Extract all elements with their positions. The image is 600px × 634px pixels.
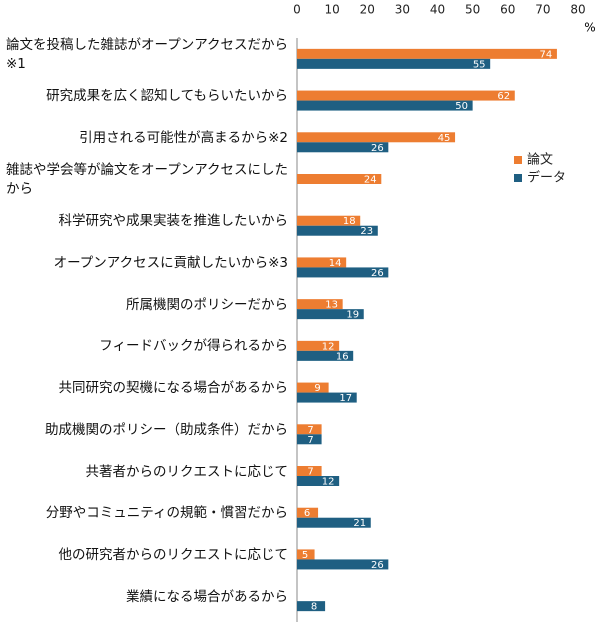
data-label: 17 [339,393,352,404]
data-label: 26 [371,143,384,154]
category-label: 共同研究の契機になる場合があるから [6,379,289,398]
category-label: 業績になる場合があるから [6,588,288,607]
bar [297,549,315,560]
data-label: 21 [353,518,366,529]
bar [297,90,515,101]
bar [297,559,389,570]
x-tick-label: 80 [570,3,585,17]
category-text: 引用される可能性が高まるから※2 [79,129,288,146]
category-label: オープンアクセスに貢献したいから※3 [6,254,288,273]
x-tick-label: 70 [535,3,550,17]
data-label: 62 [497,91,510,102]
data-label: 5 [302,550,308,561]
legend-swatch [514,156,522,164]
category-text: フィードバックが得られるから [99,338,288,355]
category-text: 研究成果を広く認知してもらいたいから [46,88,288,105]
data-label: 55 [473,59,486,70]
x-tick-label: 0 [293,3,301,17]
bar [297,601,326,612]
bar [297,299,343,310]
bar [297,382,329,393]
category-label: 引用される可能性が高まるから※2 [6,129,288,148]
data-label: 26 [371,560,384,571]
data-label: 12 [322,477,335,488]
bar [297,132,456,143]
x-unit: % [584,21,595,35]
data-label: 45 [438,133,451,144]
bar [297,142,389,153]
category-text: 他の研究者からのリクエストに応じて [58,546,289,563]
data-label: 19 [346,310,359,321]
category-label: 科学研究や成果実装を推進したいから [6,212,289,231]
category-text: 助成機関のポリシー（助成条件）だから [45,421,288,438]
data-label: 8 [311,602,317,613]
data-label: 50 [455,101,468,112]
x-tick-label: 40 [430,3,445,17]
bar [297,225,378,236]
data-label: 6 [304,508,310,519]
data-label: 12 [322,341,335,352]
bar [297,392,357,403]
bar [297,476,340,486]
bar [297,507,319,518]
bar [297,350,354,361]
bar [297,517,371,528]
category-label: 論文を投稿した雑誌がオープンアクセスだから※1 [6,36,288,74]
category-label: 所属機関のポリシーだから [6,296,288,315]
data-label: 14 [329,258,342,269]
bar [297,340,340,351]
bar [297,174,382,184]
category-text: 所属機関のポリシーだから [126,296,288,313]
data-label: 7 [307,467,313,478]
data-label: 9 [314,383,320,394]
x-tick-label: 20 [360,3,375,17]
bar [297,434,322,445]
data-label: 18 [343,216,356,227]
data-label: 7 [307,425,313,436]
category-text: 共同研究の契機になる場合があるから [58,380,289,397]
data-label: 24 [364,175,377,186]
category-text: 分野やコミュニティの規範・慣習だから [45,505,288,522]
category-label: 助成機関のポリシー（助成条件）だから [6,421,288,440]
category-label: 共著者からのリクエストに応じて [6,463,289,482]
bar [297,424,322,435]
category-label: 他の研究者からのリクエストに応じて [6,546,289,565]
data-label: 13 [325,300,338,311]
category-text: 論文を投稿した雑誌がオープンアクセスだから※1 [6,36,289,72]
data-label: 16 [336,351,349,362]
category-text: 共著者からのリクエストに応じて [85,463,289,480]
x-tick-label: 50 [465,3,480,17]
legend-label: データ [527,170,566,186]
bar [297,309,364,320]
x-tick-label: 60 [500,3,515,17]
category-text: 科学研究や成果実装を推進したいから [58,213,289,230]
bar [297,215,361,226]
category-text: 業績になる場合があるから [126,588,288,605]
data-label: 7 [307,435,313,446]
category-label: フィードバックが得られるから [6,337,288,356]
category-label: 研究成果を広く認知してもらいたいから [6,87,288,106]
data-label: 74 [540,49,553,60]
category-label: 分野やコミュニティの規範・慣習だから [6,504,288,523]
x-tick-label: 10 [324,3,339,17]
bar [297,100,473,111]
bar [297,257,347,268]
bar [297,267,389,278]
category-text: オープンアクセスに貢献したいから※3 [53,254,288,271]
bar [297,48,557,59]
bar [297,466,322,476]
x-tick-label: 30 [395,3,410,17]
data-label: 23 [360,226,373,237]
category-text: 雑誌や学会等が論文をオープンアクセスにしたから [6,162,289,197]
bar [297,58,491,69]
legend-swatch [514,174,522,182]
legend-label: 論文 [527,152,553,168]
category-label: 雑誌や学会等が論文をオープンアクセスにしたから [6,161,288,199]
data-label: 26 [371,268,384,279]
